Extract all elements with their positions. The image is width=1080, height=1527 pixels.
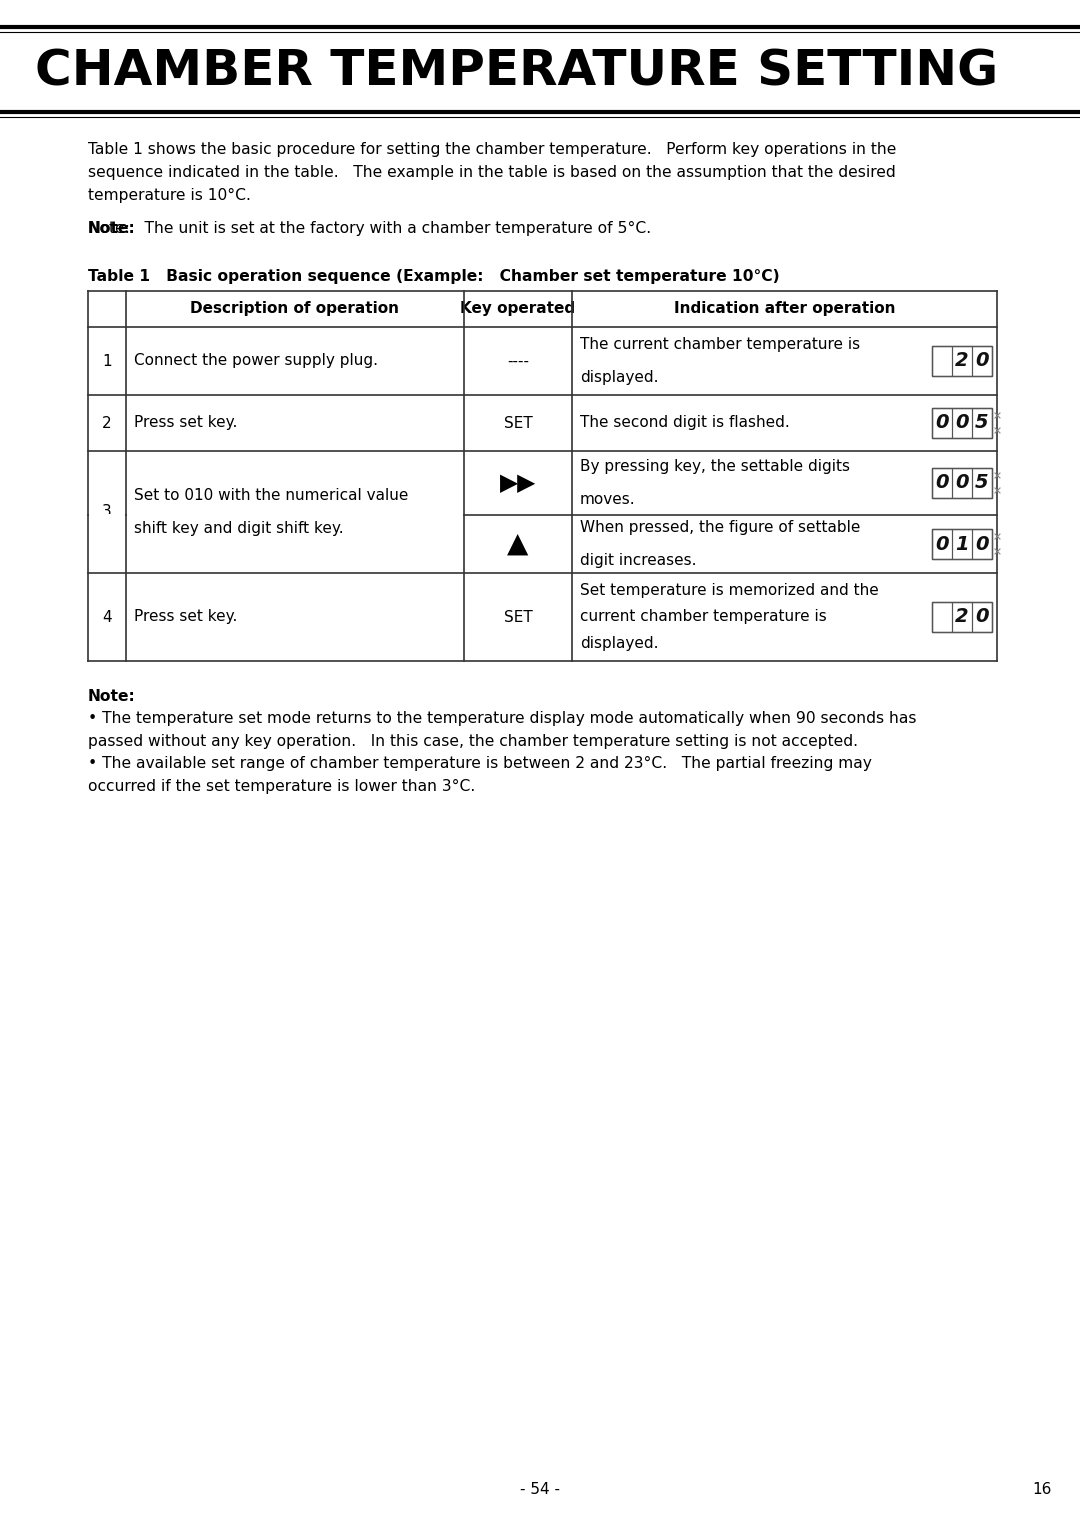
Bar [932,602,993,632]
Bar [972,467,993,498]
Text: 0: 0 [955,414,969,432]
Bar [932,602,951,632]
Text: displayed.: displayed. [580,637,659,651]
Bar [932,347,993,376]
Text: ▲: ▲ [508,530,529,557]
Text: Connect the power supply plug.: Connect the power supply plug. [134,353,378,368]
Text: sequence indicated in the table.   The example in the table is based on the assu: sequence indicated in the table. The exa… [87,165,895,180]
Text: ▶▶: ▶▶ [500,470,536,495]
Text: passed without any key operation.   In this case, the chamber temperature settin: passed without any key operation. In thi… [87,734,858,750]
Text: 0: 0 [955,473,969,493]
Bar [951,408,972,438]
Text: Press set key.: Press set key. [134,609,238,625]
Text: • The available set range of chamber temperature is between 2 and 23°C.   The pa: • The available set range of chamber tem… [87,756,872,771]
Text: Note:   The unit is set at the factory with a chamber temperature of 5°C.: Note: The unit is set at the factory wit… [87,221,651,237]
Bar [932,347,951,376]
Text: CHAMBER TEMPERATURE SETTING: CHAMBER TEMPERATURE SETTING [35,47,998,96]
Bar [932,467,951,498]
Text: Set to 010 with the numerical value: Set to 010 with the numerical value [134,489,408,502]
Bar [932,528,993,559]
Bar [951,602,972,632]
Text: 2: 2 [955,351,969,371]
Text: The current chamber temperature is: The current chamber temperature is [580,337,860,353]
Bar [932,408,993,438]
Text: When pressed, the figure of settable: When pressed, the figure of settable [580,521,861,534]
Bar [932,528,951,559]
Bar [932,467,993,498]
Bar [972,408,993,438]
Text: Table 1 shows the basic procedure for setting the chamber temperature.   Perform: Table 1 shows the basic procedure for se… [87,142,896,157]
Text: Table 1   Basic operation sequence (Example:   Chamber set temperature 10°C): Table 1 Basic operation sequence (Exampl… [87,269,780,284]
Bar [972,347,993,376]
Text: SET: SET [503,415,532,431]
Text: 0: 0 [975,608,989,626]
Text: By pressing key, the settable digits: By pressing key, the settable digits [580,460,850,473]
Text: 16: 16 [1032,1481,1052,1496]
Text: Description of operation: Description of operation [190,301,400,316]
Text: 0: 0 [975,351,989,371]
Bar [951,528,972,559]
Text: digit increases.: digit increases. [580,553,697,568]
Text: moves.: moves. [580,492,636,507]
Text: SET: SET [503,609,532,625]
Text: 0: 0 [935,414,949,432]
Text: • The temperature set mode returns to the temperature display mode automatically: • The temperature set mode returns to th… [87,712,917,725]
Text: Set temperature is memorized and the: Set temperature is memorized and the [580,583,879,599]
Text: Indication after operation: Indication after operation [674,301,895,316]
Text: 1: 1 [955,534,969,553]
Text: 0: 0 [975,534,989,553]
Text: 0: 0 [935,473,949,493]
Text: 5: 5 [975,414,989,432]
Bar [951,347,972,376]
Text: displayed.: displayed. [580,370,659,385]
Bar [951,467,972,498]
Bar [972,602,993,632]
Text: 2: 2 [955,608,969,626]
Text: 3: 3 [103,504,112,519]
Text: 2: 2 [103,415,112,431]
Text: The second digit is flashed.: The second digit is flashed. [580,415,789,431]
Text: Note:: Note: [87,221,136,237]
Text: - 54 -: - 54 - [519,1481,561,1496]
Text: Note:: Note: [87,689,136,704]
Text: ----: ---- [507,353,529,368]
Text: Key operated: Key operated [460,301,576,316]
Text: temperature is 10°C.: temperature is 10°C. [87,188,251,203]
Text: 5: 5 [975,473,989,493]
Text: Press set key.: Press set key. [134,415,238,431]
Bar [932,408,951,438]
Text: 0: 0 [935,534,949,553]
Text: shift key and digit shift key.: shift key and digit shift key. [134,521,343,536]
Text: current chamber temperature is: current chamber temperature is [580,609,827,625]
Bar [972,528,993,559]
Text: 1: 1 [103,353,112,368]
Text: occurred if the set temperature is lower than 3°C.: occurred if the set temperature is lower… [87,779,475,794]
Text: 4: 4 [103,609,112,625]
